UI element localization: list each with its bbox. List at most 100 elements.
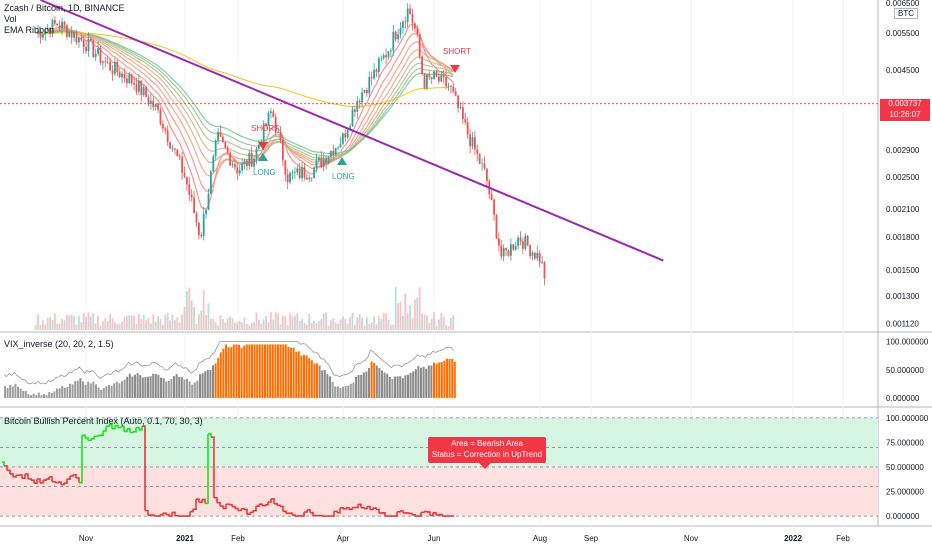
vix-bar [253, 344, 256, 398]
candle-body [279, 131, 282, 141]
ema-legend[interactable]: EMA Ribbon [4, 25, 55, 35]
volume-bar [310, 322, 313, 330]
volume-bar [387, 319, 390, 330]
candle-body [89, 38, 92, 41]
vix-bar [214, 363, 217, 398]
candle-body [121, 73, 123, 78]
currency-badge: BTC [894, 8, 918, 19]
main-legend[interactable]: Zcash / Bitcoin, 1D, BINANCE [4, 3, 125, 13]
candle-body [241, 163, 243, 171]
volume-bar [317, 321, 320, 330]
volume-bar [308, 313, 311, 330]
volume-bar [433, 312, 435, 330]
vix-bar [331, 381, 334, 398]
vix-bar [53, 391, 56, 398]
vix-bar [19, 388, 22, 398]
vix-bar [318, 365, 321, 398]
vix-bar [136, 373, 139, 398]
vix-bar [290, 347, 292, 398]
candle-body [353, 109, 356, 112]
candle-body [173, 148, 176, 150]
volume-bar [154, 321, 157, 330]
candle-body [380, 57, 383, 59]
candle-body [202, 213, 205, 237]
candle-body [291, 172, 294, 174]
candle-body [454, 91, 457, 96]
volume-bar [322, 313, 325, 330]
candle-body [214, 140, 217, 157]
vix-bar [443, 360, 446, 398]
candle-body [473, 137, 476, 150]
bbpi-segment [67, 476, 71, 480]
candle-body [104, 61, 107, 63]
vix-bar [407, 374, 409, 398]
vix-bar [40, 395, 43, 398]
candle-body [272, 111, 275, 118]
candle-body [236, 167, 239, 174]
volume-bar [209, 318, 212, 330]
volume-bar [274, 312, 277, 330]
vix-bar [451, 358, 454, 398]
vix-bars [3, 341, 456, 398]
volume-bar [375, 324, 378, 330]
candle-body [181, 156, 183, 173]
vix-bar [206, 369, 209, 398]
volume-bar [260, 323, 263, 330]
candle-body [437, 76, 440, 82]
volume-bar [233, 322, 236, 330]
volume-bar [106, 321, 109, 330]
vix-bar [180, 377, 183, 398]
candle-body [505, 248, 507, 251]
volume-bar [202, 290, 205, 330]
vix-bar [95, 384, 97, 398]
candle-body [289, 172, 291, 183]
volume-bar [87, 312, 90, 330]
candle-body [142, 87, 145, 95]
volume-bar [329, 320, 332, 330]
bbpi-segment [121, 425, 125, 432]
bbpi-segment [244, 508, 248, 515]
vix-bar [110, 385, 113, 398]
vix-bar [300, 355, 303, 398]
bbpi-segment [94, 435, 98, 438]
volume-bar [82, 312, 85, 330]
candle-body [92, 40, 95, 57]
volume-bar [77, 315, 80, 330]
volume-bar [291, 316, 294, 330]
volume-bars [34, 286, 455, 330]
candle-body [111, 70, 114, 74]
vix-bar [121, 381, 123, 398]
volume-bar [272, 319, 275, 330]
candle-body [368, 77, 371, 94]
candle-body [399, 27, 402, 35]
vix-bar [9, 384, 12, 398]
bbpi-segment [7, 469, 11, 474]
vix-bar [258, 344, 261, 398]
vix-bar [360, 374, 363, 398]
bbpi-segment [262, 504, 266, 507]
vix-bar [347, 385, 350, 398]
candle-body [286, 174, 289, 183]
vix-bar [386, 373, 389, 398]
bbpi-segment [310, 511, 314, 516]
candle-body [533, 252, 536, 259]
volume-bar [327, 325, 330, 330]
candle-body [94, 53, 97, 57]
bbpi-legend[interactable]: Bitcoin Bullish Percent Index (Auto, 0.1… [4, 416, 203, 426]
bbpi-segment [430, 512, 434, 517]
status-callout: Area = Bearish Area Status = Correction … [428, 437, 546, 469]
candle-body [209, 171, 212, 194]
bbpi-segment [307, 509, 311, 513]
volume-bar [207, 303, 210, 330]
candle-body [310, 177, 313, 179]
vol-legend[interactable]: Vol [4, 14, 17, 24]
vix-legend[interactable]: VIX_inverse (20, 20, 2, 1.5) [4, 339, 114, 349]
vix-bar [134, 374, 136, 398]
volume-bar [217, 325, 219, 330]
volume-bar [116, 323, 119, 330]
bbpi-segment [208, 433, 212, 438]
price-tick: 0.005500 [886, 29, 920, 38]
candle-body [265, 123, 267, 126]
bbpi-segment [109, 424, 113, 429]
